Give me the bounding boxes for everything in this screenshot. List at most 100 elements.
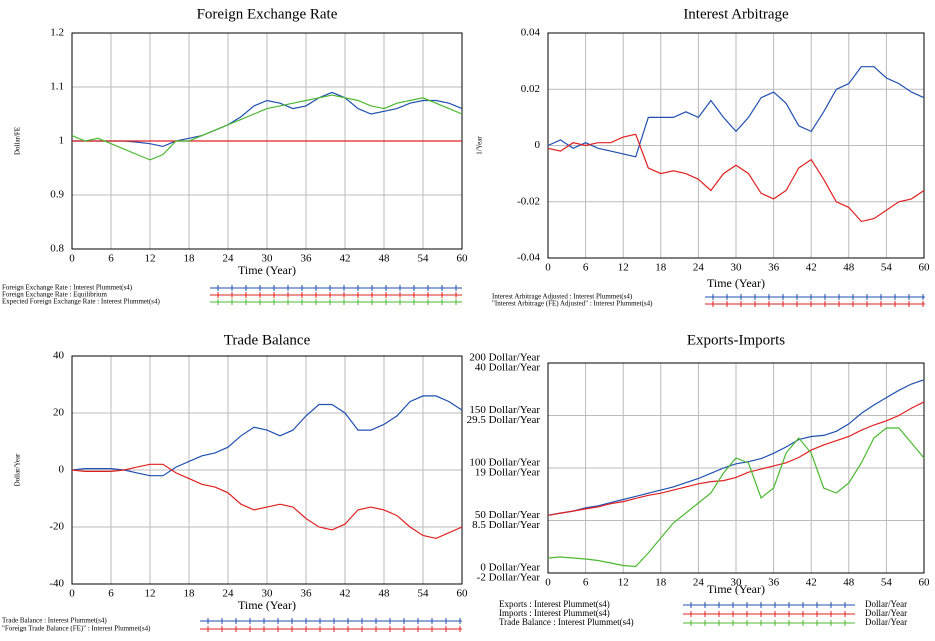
y-tick-label: 0	[535, 139, 541, 151]
chart-title: Trade Balance	[224, 332, 311, 348]
x-tick-label: 42	[340, 253, 351, 265]
series-line	[547, 66, 925, 158]
y-tick-label: 100 Dollar/Year	[469, 457, 540, 469]
x-tick-label: 12	[618, 577, 629, 589]
y-tick-label: 0.04	[521, 27, 541, 39]
x-tick-label: 18	[184, 253, 196, 265]
x-tick-label: 60	[457, 588, 469, 600]
x-tick-label: 0	[545, 577, 551, 589]
series-line	[547, 401, 925, 516]
x-tick-label: 54	[418, 253, 430, 265]
x-tick-label: 42	[806, 577, 817, 589]
y-tick-label: -40	[49, 578, 64, 590]
x-tick-label: 24	[223, 588, 235, 600]
x-tick-label: 30	[731, 262, 743, 274]
chart-title: Foreign Exchange Rate	[197, 6, 338, 22]
y-axis-label: Dollar/FE	[14, 127, 22, 155]
y2-tick-label: -2 Dollar/Year	[477, 572, 541, 584]
y-axis-label: Dollar/Year	[14, 453, 22, 486]
x-tick-label: 24	[693, 577, 705, 589]
y-tick-label: 1	[59, 135, 65, 147]
y-tick-label: -0.02	[517, 195, 540, 207]
legend-label: "Interest Arbitrage (FE) Adjusted" : Int…	[492, 300, 653, 308]
series-line	[71, 395, 463, 477]
y2-tick-label: 8.5 Dollar/Year	[472, 519, 540, 531]
x-tick-label: 42	[340, 588, 351, 600]
x-axis-label: Time (Year)	[238, 263, 296, 277]
y-tick-label: -20	[49, 521, 64, 533]
series-line	[547, 133, 925, 223]
x-tick-label: 36	[301, 588, 313, 600]
x-tick-label: 60	[919, 577, 931, 589]
legend-label: Imports : Interest Plummet(s4)	[499, 608, 610, 618]
x-tick-label: 30	[731, 577, 743, 589]
x-tick-label: 24	[693, 262, 705, 274]
y-tick-label: 50 Dollar/Year	[475, 509, 541, 521]
x-tick-label: 6	[583, 577, 589, 589]
series-line	[547, 427, 925, 568]
y-tick-label: 1.2	[50, 27, 64, 39]
y-tick-label: 1.1	[50, 81, 64, 93]
x-tick-label: 0	[69, 588, 75, 600]
series-line	[547, 379, 925, 516]
x-tick-label: 42	[806, 262, 817, 274]
x-tick-label: 60	[457, 253, 469, 265]
x-tick-label: 54	[881, 262, 893, 274]
legend-label: Foreign Exchange Rate : Equilibrium	[2, 291, 108, 299]
chart-title: Interest Arbitrage	[683, 6, 789, 22]
y-tick-label: 40	[53, 350, 65, 362]
series-line	[72, 91, 463, 148]
y-axis-label: 1/Year	[476, 136, 484, 155]
x-tick-label: 18	[655, 262, 667, 274]
legend-label: Interest Arbitrage Adjusted : Interest P…	[492, 293, 633, 301]
y-tick-label: 20	[53, 407, 65, 419]
series-line	[71, 463, 463, 540]
x-tick-label: 36	[768, 577, 780, 589]
x-tick-label: 54	[881, 577, 893, 589]
x-tick-label: 12	[618, 262, 629, 274]
y-tick-label: -0.04	[517, 252, 540, 264]
x-tick-label: 36	[301, 253, 313, 265]
x-tick-label: 36	[768, 262, 780, 274]
plot-frame	[547, 362, 925, 574]
x-tick-label: 6	[583, 262, 589, 274]
x-tick-label: 12	[145, 253, 156, 265]
legend-unit: Dollar/Year	[865, 617, 907, 627]
x-axis-label: Time (Year)	[707, 582, 765, 596]
x-tick-label: 6	[108, 588, 114, 600]
chart-title: Exports-Imports	[687, 332, 785, 348]
x-tick-label: 48	[843, 577, 855, 589]
x-axis-label: Time (Year)	[707, 276, 765, 290]
x-tick-label: 60	[919, 262, 931, 274]
x-tick-label: 0	[545, 262, 551, 274]
y-tick-label: 0	[59, 464, 65, 476]
y-tick-label: 0.8	[50, 243, 64, 255]
legend-label: Trade Balance : Interest Plummet(s4)	[2, 617, 107, 625]
x-tick-label: 54	[418, 588, 430, 600]
y2-tick-label: 29.5 Dollar/Year	[467, 414, 541, 426]
x-tick-label: 30	[262, 588, 274, 600]
x-tick-label: 48	[379, 253, 391, 265]
x-tick-label: 48	[843, 262, 855, 274]
x-tick-label: 30	[262, 253, 274, 265]
x-axis-label: Time (Year)	[238, 598, 296, 612]
y2-tick-label: 40 Dollar/Year	[475, 362, 541, 374]
series-line	[71, 94, 463, 161]
legend-unit: Dollar/Year	[865, 599, 907, 609]
x-tick-label: 12	[145, 588, 156, 600]
y-tick-label: 150 Dollar/Year	[469, 404, 540, 416]
legend-label: Foreign Exchange Rate : Interest Plummet…	[2, 284, 133, 292]
legend-label: Exports : Interest Plummet(s4)	[499, 599, 610, 609]
x-tick-label: 48	[379, 588, 391, 600]
legend-unit: Dollar/Year	[865, 608, 907, 618]
x-tick-label: 0	[69, 253, 75, 265]
y-tick-label: 0.9	[50, 189, 64, 201]
y-tick-label: 0.02	[521, 83, 540, 95]
y2-tick-label: 19 Dollar/Year	[475, 467, 541, 479]
x-tick-label: 18	[655, 577, 667, 589]
x-tick-label: 24	[223, 253, 235, 265]
x-tick-label: 18	[184, 588, 196, 600]
y-tick-label: 0 Dollar/Year	[480, 562, 540, 574]
legend-label: Trade Balance : Interest Plummet(s4)	[499, 617, 634, 627]
